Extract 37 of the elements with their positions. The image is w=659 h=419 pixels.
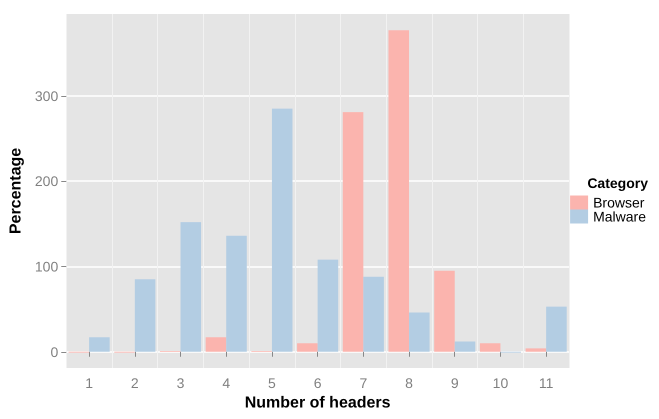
x-tick-label: 2 <box>130 375 139 391</box>
bar <box>134 279 156 352</box>
bar <box>434 270 455 352</box>
bar <box>388 30 410 352</box>
x-tick-label: 3 <box>176 375 185 391</box>
y-tick-label: 100 <box>34 258 58 274</box>
bar <box>226 236 247 352</box>
x-axis-title: Number of headers <box>244 394 391 412</box>
x-tick-label: 8 <box>405 375 414 391</box>
bar <box>363 276 384 352</box>
x-tick-label: 4 <box>222 375 230 391</box>
bar <box>342 112 364 352</box>
bar <box>206 337 226 352</box>
bar <box>297 343 318 352</box>
bar <box>526 348 546 352</box>
legend-title: Category <box>587 175 648 191</box>
x-tick-label: 1 <box>85 375 94 391</box>
x-tick-label: 11 <box>538 375 554 391</box>
x-tick-label: 6 <box>314 375 322 391</box>
bar <box>546 306 567 352</box>
bar <box>89 337 110 352</box>
bar <box>272 108 292 352</box>
y-tick-label: 200 <box>34 173 58 190</box>
x-tick-label: 7 <box>359 375 368 391</box>
bar <box>318 260 338 352</box>
y-tick-label: 300 <box>34 88 58 104</box>
bar <box>454 342 476 352</box>
x-tick-label: 5 <box>268 375 276 391</box>
bar <box>480 343 500 352</box>
x-tick-label: 9 <box>450 375 459 391</box>
y-axis-title: Percentage <box>8 148 24 234</box>
y-tick-label: 0 <box>50 344 58 360</box>
bar <box>409 312 430 352</box>
x-tick-label: 10 <box>492 375 508 391</box>
legend-label: Malware <box>593 208 646 224</box>
bar <box>180 222 202 352</box>
legend-label: Browser <box>593 194 645 210</box>
